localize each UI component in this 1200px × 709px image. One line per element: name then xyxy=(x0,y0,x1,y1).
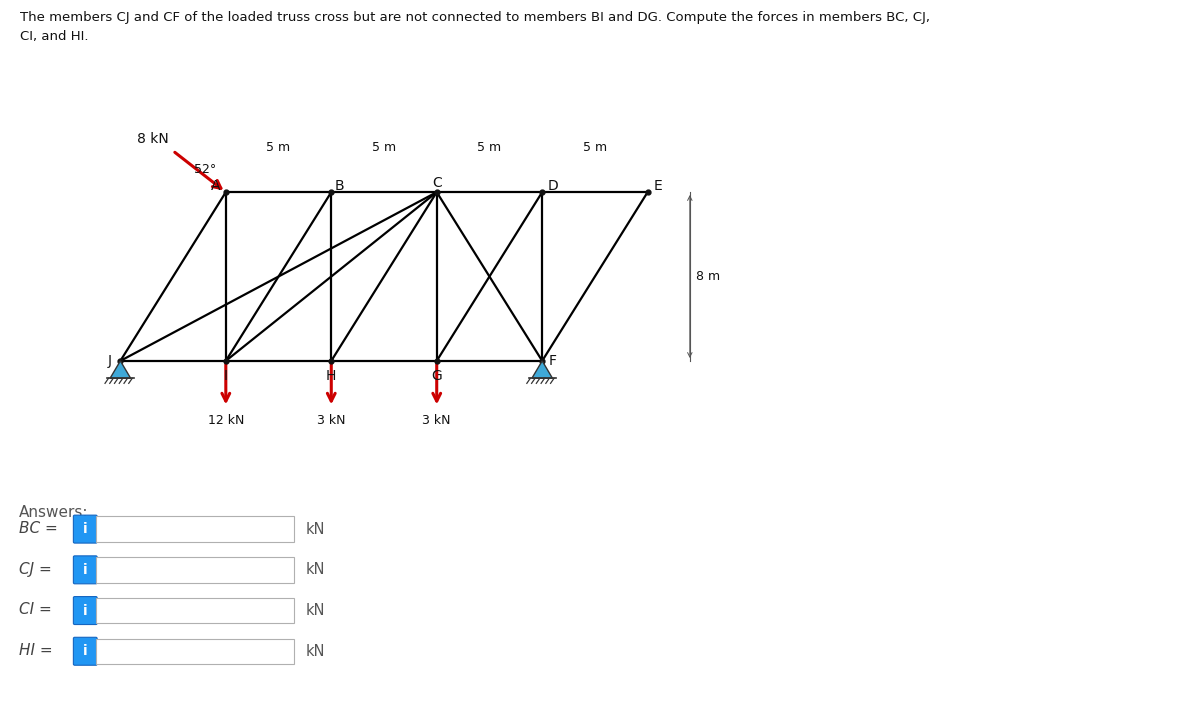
FancyBboxPatch shape xyxy=(96,598,294,623)
Text: A: A xyxy=(210,179,220,193)
FancyBboxPatch shape xyxy=(96,516,294,542)
Text: i: i xyxy=(83,603,88,618)
Text: 8 m: 8 m xyxy=(696,270,720,283)
Text: The members CJ and CF of the loaded truss cross but are not connected to members: The members CJ and CF of the loaded trus… xyxy=(20,11,930,23)
Text: B: B xyxy=(335,179,344,193)
Text: E: E xyxy=(654,179,662,193)
Text: 52°: 52° xyxy=(193,163,216,177)
Text: kN: kN xyxy=(306,562,325,577)
Text: kN: kN xyxy=(306,644,325,659)
Text: 8 kN: 8 kN xyxy=(137,133,168,146)
Text: I: I xyxy=(224,369,228,383)
Polygon shape xyxy=(532,361,552,379)
Text: G: G xyxy=(431,369,442,383)
Text: H: H xyxy=(326,369,336,383)
FancyBboxPatch shape xyxy=(73,637,97,665)
Text: Answers:: Answers: xyxy=(19,506,88,520)
Polygon shape xyxy=(110,361,131,379)
Text: i: i xyxy=(83,644,88,658)
Text: 5 m: 5 m xyxy=(266,141,290,154)
FancyBboxPatch shape xyxy=(96,557,294,583)
FancyBboxPatch shape xyxy=(73,515,97,543)
FancyBboxPatch shape xyxy=(96,639,294,664)
Text: 3 kN: 3 kN xyxy=(422,413,451,427)
Text: 12 kN: 12 kN xyxy=(208,413,244,427)
Text: 5 m: 5 m xyxy=(478,141,502,154)
Text: HI =: HI = xyxy=(19,643,53,658)
Text: D: D xyxy=(547,179,558,193)
FancyBboxPatch shape xyxy=(73,596,97,625)
Text: J: J xyxy=(108,354,112,368)
Text: 5 m: 5 m xyxy=(372,141,396,154)
Text: kN: kN xyxy=(306,603,325,618)
Text: i: i xyxy=(83,563,88,577)
Text: 5 m: 5 m xyxy=(583,141,607,154)
Text: BC =: BC = xyxy=(19,521,58,536)
Text: C: C xyxy=(432,176,442,189)
Text: CI =: CI = xyxy=(19,603,52,618)
Text: kN: kN xyxy=(306,522,325,537)
Text: i: i xyxy=(83,522,88,536)
FancyBboxPatch shape xyxy=(73,556,97,584)
Text: CI, and HI.: CI, and HI. xyxy=(20,30,89,43)
Text: 3 kN: 3 kN xyxy=(317,413,346,427)
Text: F: F xyxy=(548,354,557,368)
Text: CJ =: CJ = xyxy=(19,562,52,576)
